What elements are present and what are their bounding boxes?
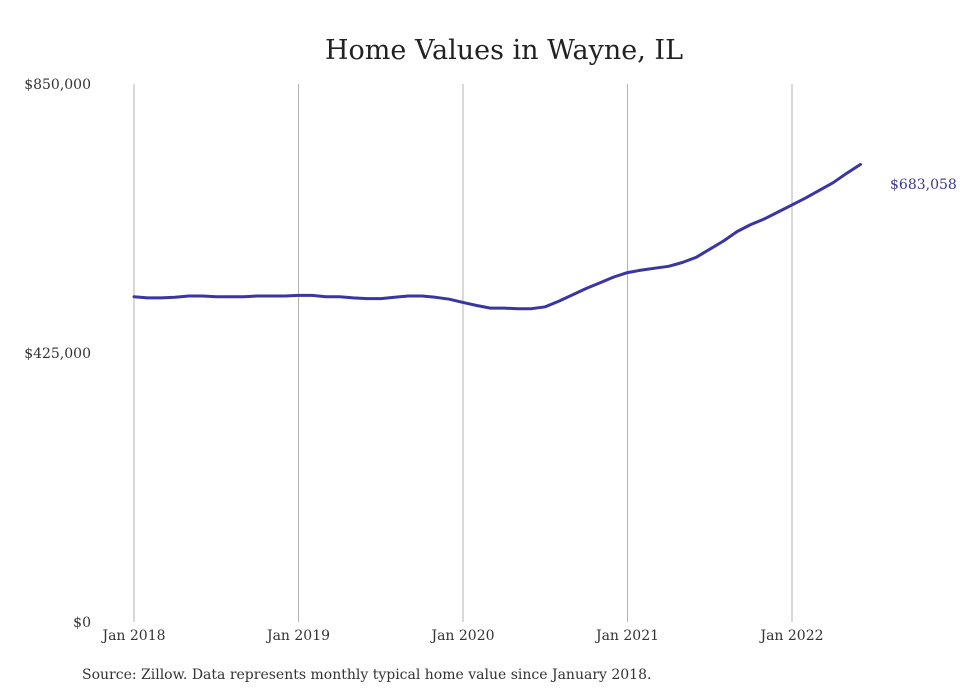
x-tick-label: Jan 2018 [100,628,165,644]
grid [133,84,793,622]
y-tick-label: $425,000 [24,346,91,362]
x-tick-label: Jan 2019 [265,628,330,644]
source-note: Source: Zillow. Data represents monthly … [82,667,652,683]
x-axis: Jan 2018 Jan 2019 Jan 2020 Jan 2021 Jan 2022 [100,628,823,644]
y-axis: $0 $425,000 $850,000 [24,77,91,631]
x-tick-label: Jan 2022 [758,628,823,644]
y-tick-label: $850,000 [24,77,91,93]
y-tick-label: $0 [73,615,91,631]
end-value-label: $683,058 [890,177,957,193]
x-tick-label: Jan 2020 [429,628,494,644]
x-tick-label: Jan 2021 [594,628,659,644]
series-layer [132,162,862,311]
series-line [132,162,862,311]
chart-title: Home Values in Wayne, IL [325,35,683,66]
